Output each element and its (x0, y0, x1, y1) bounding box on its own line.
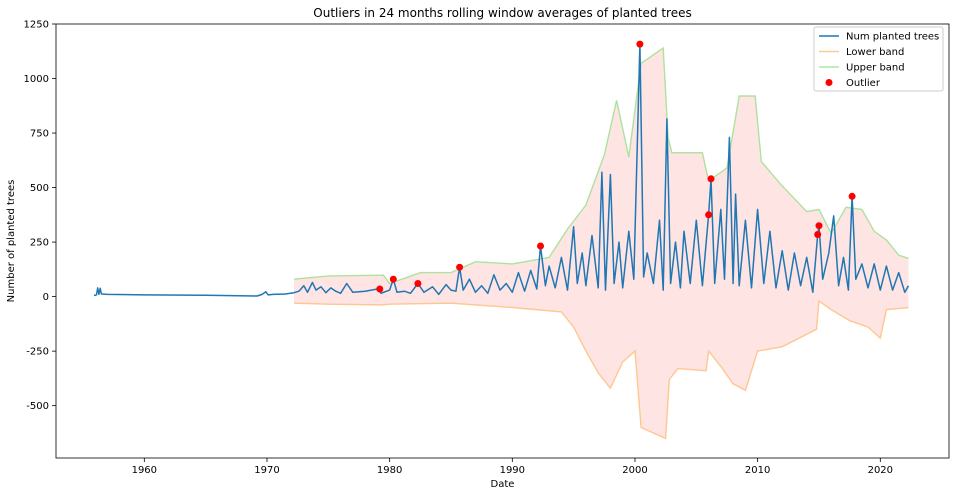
legend-label-num-planted-trees: Num planted trees (846, 32, 939, 43)
legend: Num planted trees Lower band Upper band … (813, 26, 944, 92)
outlier-point (636, 40, 644, 48)
outlier-point (376, 285, 384, 293)
num-planted-trees-line (93, 43, 910, 297)
band-fill (294, 48, 909, 439)
legend-swatch-outlier (825, 79, 833, 86)
y-tick-label: -500 (26, 401, 49, 412)
y-axis-label: Number of planted trees (6, 180, 17, 303)
y-tick-label: 1250 (24, 20, 49, 31)
plot-area (93, 40, 910, 440)
y-tick-label: 0 (43, 292, 49, 303)
x-tick-label: 1960 (132, 465, 157, 476)
y-tick-label: 750 (30, 129, 49, 140)
y-tick-label: 250 (30, 238, 49, 249)
x-tick-label: 2020 (868, 465, 893, 476)
outlier-point (814, 231, 822, 238)
y-axis-ticks: -500 -250 0 250 500 750 1000 1250 (24, 20, 56, 412)
outlier-point (848, 192, 856, 200)
outlier-point (705, 211, 713, 219)
outlier-point (707, 175, 715, 183)
x-axis-ticks: 1960 1970 1980 1990 2000 2010 2020 (132, 458, 893, 476)
x-axis-label: Date (491, 479, 515, 490)
outlier-point (815, 222, 823, 230)
chart-title: Outliers in 24 months rolling window ave… (313, 6, 691, 20)
outlier-point (389, 275, 397, 283)
y-tick-label: 500 (30, 183, 49, 194)
x-tick-label: 2000 (622, 465, 647, 476)
legend-label-outlier: Outlier (846, 78, 881, 89)
upper-band-line (293, 46, 909, 285)
lower-band-line (293, 299, 909, 440)
outlier-point (414, 280, 422, 287)
x-tick-label: 1990 (500, 465, 525, 476)
x-tick-label: 2010 (745, 465, 770, 476)
x-tick-label: 1980 (377, 465, 402, 476)
legend-box (813, 26, 944, 92)
x-tick-label: 1970 (254, 465, 279, 476)
outlier-points (376, 40, 856, 293)
outlier-point (537, 242, 544, 250)
y-tick-label: 1000 (24, 74, 49, 85)
outlier-point (456, 263, 464, 271)
plot-frame (55, 23, 950, 459)
y-tick-label: -250 (26, 347, 49, 358)
legend-label-lower-band: Lower band (846, 47, 904, 58)
legend-label-upper-band: Upper band (846, 63, 905, 74)
